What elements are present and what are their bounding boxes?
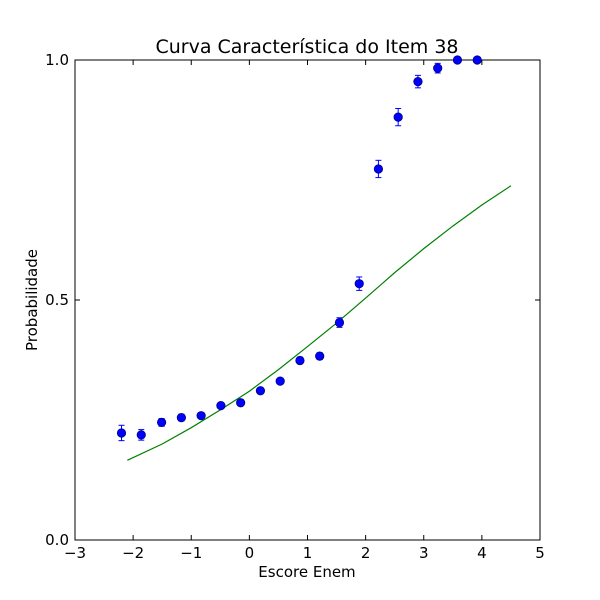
x-tick-label: 2 (361, 544, 371, 562)
x-tick-label: 0 (245, 544, 255, 562)
data-point (315, 351, 325, 361)
data-point (236, 398, 246, 408)
data-point (393, 112, 403, 122)
x-tick-label: −3 (64, 544, 86, 562)
x-tick-label: 1 (303, 544, 313, 562)
data-point (334, 317, 345, 328)
y-tick-label: 0.0 (45, 531, 69, 549)
model-curve-line (127, 185, 512, 461)
error-bars (118, 56, 481, 442)
x-tick-label: 3 (419, 544, 429, 562)
data-points (116, 55, 482, 440)
data-point (354, 279, 364, 289)
data-point (295, 355, 305, 366)
data-point (433, 63, 443, 73)
plot-frame (74, 59, 541, 541)
x-tick-labels: −3 −2 −1 0 1 2 3 4 5 (64, 544, 545, 562)
y-tick-label: 1.0 (45, 51, 69, 69)
data-point (216, 400, 226, 411)
data-point (275, 376, 285, 386)
data-point (373, 164, 384, 174)
data-point (157, 417, 167, 427)
data-point (136, 430, 146, 440)
x-tick-label: −1 (180, 544, 202, 562)
data-point (116, 428, 127, 438)
y-tick-label: 0.5 (45, 291, 69, 309)
x-axis-label: Escore Enem (258, 563, 355, 581)
data-point (176, 412, 186, 423)
x-tick-label: −2 (122, 544, 144, 562)
axis-ticks (74, 59, 541, 541)
x-tick-label: 4 (477, 544, 487, 562)
data-point (452, 55, 463, 65)
data-point (255, 386, 266, 396)
data-point (472, 55, 482, 65)
y-axis-label: Probabilidade (23, 249, 41, 351)
data-point (196, 411, 206, 421)
chart-title: Curva Característica do Item 38 (155, 36, 458, 58)
y-tick-labels: 0.0 0.5 1.0 (45, 51, 69, 549)
x-tick-label: 5 (535, 544, 545, 562)
data-point (413, 77, 423, 87)
